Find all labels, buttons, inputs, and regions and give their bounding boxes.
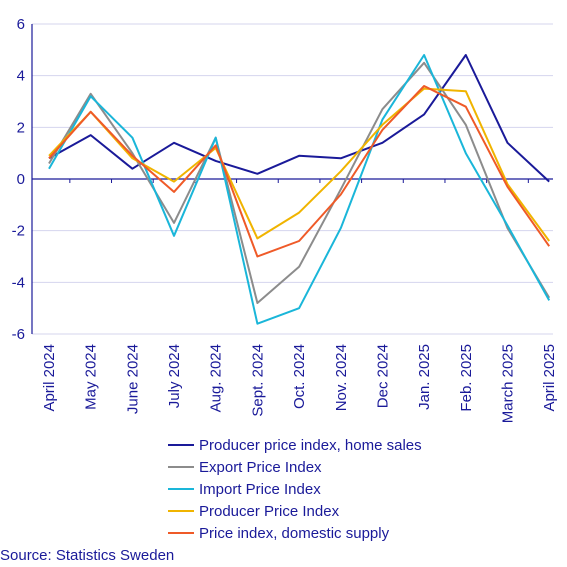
y-tick-label: 0	[17, 171, 25, 188]
legend-label: Price index, domestic supply	[199, 525, 390, 542]
x-tick-label: April 2025	[541, 344, 558, 412]
x-tick-label: Jan. 2025	[416, 344, 433, 410]
x-tick-label: May 2024	[83, 344, 100, 410]
series-line-4	[48, 87, 551, 242]
legend-label: Import Price Index	[199, 481, 321, 498]
x-tick-labels: April 2024 May 2024 June 2024 July 2024 Aug.…	[41, 344, 558, 423]
y-tick-label: -6	[12, 326, 25, 343]
y-tick-label: 4	[17, 68, 25, 85]
legend-label: Export Price Index	[199, 459, 322, 476]
x-tick-label: April 2024	[41, 344, 58, 412]
legend-label: Producer Price Index	[199, 503, 340, 520]
gridlines	[32, 23, 553, 335]
x-tick-label: June 2024	[124, 344, 141, 414]
y-tick-label: -2	[12, 223, 25, 240]
y-tick-label: 6	[17, 16, 25, 33]
y-tick-label: 2	[17, 119, 25, 136]
series-line-2	[48, 61, 551, 304]
x-tick-label: Aug. 2024	[208, 344, 225, 412]
series-line-3	[48, 54, 551, 325]
legend: Producer price index, home sales Export P…	[168, 437, 422, 542]
y-tick-label: -4	[12, 274, 25, 291]
x-tick-label: Oct. 2024	[291, 344, 308, 409]
series-lines	[48, 54, 551, 325]
source-note: Source: Statistics Sweden	[0, 547, 175, 564]
y-tick-labels: 6 4 2 0 -2 -4 -6	[12, 16, 25, 343]
x-tick-label: Dec 2024	[374, 344, 391, 408]
x-tick-label: Nov. 2024	[333, 344, 350, 411]
x-tick-label: March 2025	[499, 344, 516, 423]
x-tick-label: July 2024	[166, 344, 183, 408]
series-line-5	[48, 85, 551, 258]
x-tick-label: Feb. 2025	[458, 344, 475, 412]
x-tick-label: Sept. 2024	[249, 344, 266, 417]
series-line-1	[48, 54, 550, 183]
legend-label: Producer price index, home sales	[199, 437, 422, 454]
